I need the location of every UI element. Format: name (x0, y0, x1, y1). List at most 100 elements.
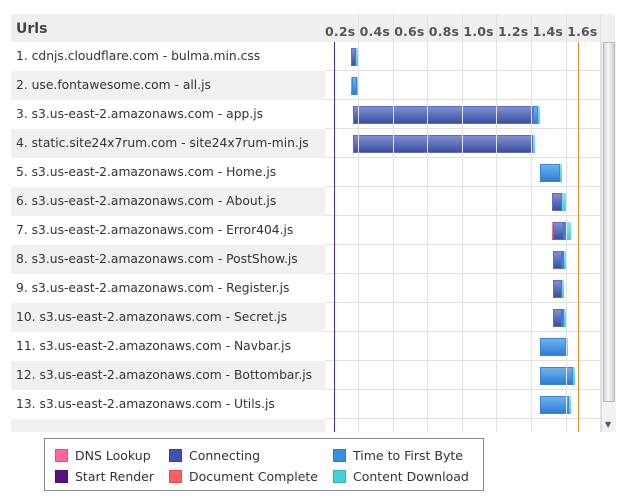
ttfb-segment (539, 367, 573, 385)
dl-segment (572, 367, 575, 385)
header-grid-line (392, 14, 394, 42)
time-tick-label: 0.4s (359, 24, 390, 39)
time-tick-label: 1.6s (567, 24, 598, 39)
legend-label: Connecting (189, 448, 261, 463)
conn-segment (551, 193, 563, 211)
legend-label: Document Complete (189, 469, 318, 484)
url-row[interactable]: 10. s3.us-east-2.amazonaws.com - Secret.… (11, 303, 601, 332)
time-tick-label: 1.2s (498, 24, 529, 39)
conn-segment (553, 251, 563, 269)
url-label: 7. s3.us-east-2.amazonaws.com - Error404… (16, 223, 294, 237)
time-tick-label: 0.8s (428, 24, 460, 39)
ttfb-segment (562, 309, 565, 327)
grid-line (600, 42, 602, 432)
url-row[interactable]: 7. s3.us-east-2.amazonaws.com - Error404… (11, 216, 601, 245)
ttfb-segment (563, 222, 566, 240)
grid-line (496, 42, 498, 432)
header-grid-line (461, 14, 463, 42)
row-divider (325, 273, 601, 274)
conn-segment (553, 280, 563, 298)
row-divider (325, 302, 601, 303)
scrollbar-thumb[interactable] (603, 42, 615, 402)
waterfall-chart: Urls 0.2s 0.4s 0.6s 0.8s 1.0s 1.2s 1.4s 1.6s 1.… (11, 14, 616, 432)
url-row[interactable]: 4. static.site24x7rum.com - site24x7rum-… (11, 129, 601, 158)
dl-segment (569, 396, 572, 414)
url-row[interactable]: 8. s3.us-east-2.amazonaws.com - PostShow… (11, 245, 601, 274)
ttfb-segment (562, 251, 565, 269)
dns-segment (551, 222, 554, 240)
time-tick-label: 0.2s (325, 24, 356, 39)
empty-row (11, 419, 601, 448)
row-divider (325, 128, 601, 129)
grid-line (427, 42, 429, 432)
header-grid-line (531, 14, 532, 42)
url-row[interactable]: 5. s3.us-east-2.amazonaws.com - Home.js (11, 158, 601, 187)
url-row[interactable]: 6. s3.us-east-2.amazonaws.com - About.js (11, 187, 601, 216)
grid-line (531, 42, 532, 432)
ttfb-segment (539, 164, 561, 182)
url-row[interactable]: 9. s3.us-east-2.amazonaws.com - Register… (11, 274, 601, 303)
time-tick-label: 0.6s (394, 24, 425, 39)
url-row[interactable]: 13. s3.us-east-2.amazonaws.com - Utils.j… (11, 390, 601, 419)
header-grid-line (496, 14, 498, 42)
legend-label: Start Render (75, 469, 155, 484)
conn-segment (553, 222, 564, 240)
ttfb-segment (532, 106, 538, 124)
row-divider (325, 215, 601, 216)
row-divider (325, 331, 601, 332)
url-row[interactable]: 3. s3.us-east-2.amazonaws.com - app.js (11, 100, 601, 129)
urls-header: Urls (11, 14, 325, 42)
urls-header-label: Urls (16, 21, 48, 37)
dl-segment (532, 135, 535, 153)
grid-line (358, 42, 359, 432)
conn-segment (352, 106, 533, 124)
dl-segment (563, 251, 566, 269)
conn-segment (351, 48, 357, 66)
url-label: 8. s3.us-east-2.amazonaws.com - PostShow… (11, 245, 325, 274)
legend-label: Time to First Byte (353, 448, 463, 463)
document-complete-line (577, 42, 579, 432)
dl-segment (562, 280, 565, 298)
url-label: 12. s3.us-east-2.amazonaws.com - Bottomb… (11, 361, 325, 390)
url-label: 2. use.fontawesome.com - all.js (11, 71, 325, 100)
url-rows: 1. cdnjs.cloudflare.com - bulma.min.css 2… (11, 42, 601, 432)
url-row[interactable]: 11. s3.us-east-2.amazonaws.com - Navbar.… (11, 332, 601, 361)
row-divider (325, 157, 601, 158)
grid-line (461, 42, 463, 432)
ttfb-segment (539, 396, 570, 414)
url-label: 3. s3.us-east-2.amazonaws.com - app.js (16, 107, 264, 121)
url-row[interactable]: 2. use.fontawesome.com - all.js (11, 71, 601, 100)
url-label: 11. s3.us-east-2.amazonaws.com - Navbar.… (16, 339, 291, 353)
url-label: 6. s3.us-east-2.amazonaws.com - About.js (11, 187, 325, 216)
dl-segment (565, 222, 571, 240)
time-tick-label: 1.0s (463, 24, 494, 39)
legend-swatch (169, 449, 182, 462)
dl-segment (356, 48, 359, 66)
row-divider (325, 70, 601, 71)
url-label: 9. s3.us-east-2.amazonaws.com - Register… (16, 281, 290, 295)
legend: DNS Lookup Connecting Time to First Byte St… (44, 438, 484, 491)
legend-label: DNS Lookup (75, 448, 151, 463)
legend-label: Content Download (353, 469, 469, 484)
grid-line (392, 42, 394, 432)
url-label: 1. cdnjs.cloudflare.com - bulma.min.css (16, 49, 261, 63)
url-row[interactable]: 12. s3.us-east-2.amazonaws.com - Bottomb… (11, 361, 601, 390)
ttfb-segment (351, 77, 358, 95)
legend-swatch (333, 470, 346, 483)
url-label: 5. s3.us-east-2.amazonaws.com - Home.js (16, 165, 277, 179)
header-grid-line (358, 14, 359, 42)
url-label: 13. s3.us-east-2.amazonaws.com - Utils.j… (16, 397, 275, 411)
empty-row-label (11, 419, 325, 432)
conn-segment (352, 135, 533, 153)
header-grid-line (565, 14, 567, 42)
grid-line (565, 42, 567, 432)
start-render-line (333, 42, 335, 432)
vertical-scrollbar[interactable]: ▼ (601, 42, 616, 432)
scroll-down-arrow-icon[interactable]: ▼ (605, 420, 612, 429)
dl-segment (560, 164, 563, 182)
header-grid-line (427, 14, 429, 42)
legend-swatch (55, 470, 68, 483)
row-divider (325, 418, 601, 419)
url-row[interactable]: 1. cdnjs.cloudflare.com - bulma.min.css (11, 42, 601, 71)
dl-segment (562, 193, 566, 211)
